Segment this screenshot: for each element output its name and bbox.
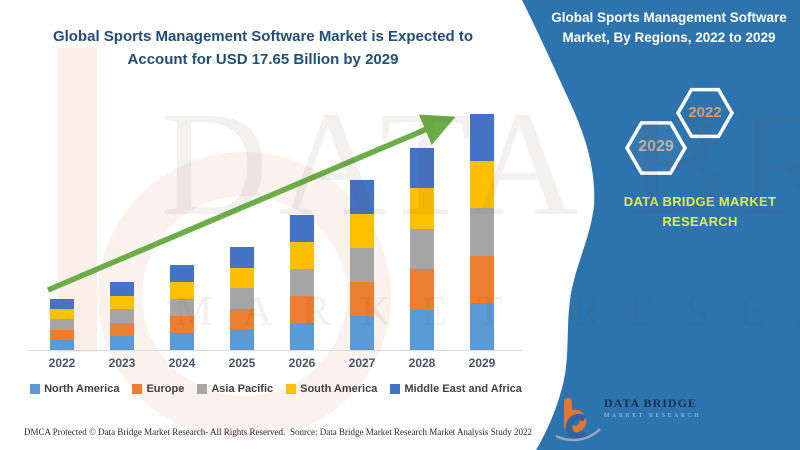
bar-segment bbox=[110, 295, 134, 310]
legend-swatch bbox=[197, 384, 208, 394]
x-axis-label: 2028 bbox=[408, 356, 436, 370]
x-axis-line bbox=[28, 350, 522, 351]
legend-label: Middle East and Africa bbox=[404, 383, 522, 395]
bar-stack-2028 bbox=[410, 148, 434, 350]
bar-segment bbox=[110, 322, 134, 337]
bar-segment bbox=[110, 309, 134, 323]
bar-segment bbox=[50, 339, 74, 350]
bar-segment bbox=[290, 323, 314, 350]
bar-segment bbox=[170, 332, 194, 350]
legend-swatch bbox=[132, 384, 143, 394]
footer-dmca-text: DMCA Protected © Data Bridge Market Rese… bbox=[24, 427, 286, 437]
bar-segment bbox=[170, 298, 194, 316]
bar-segment bbox=[470, 302, 494, 350]
bar-segment bbox=[350, 180, 374, 214]
bar-segment bbox=[230, 329, 254, 350]
bar-segment bbox=[230, 267, 254, 289]
footer-source-text: Source: Data Bridge Market Research Mark… bbox=[290, 427, 532, 437]
bar-segment bbox=[470, 161, 494, 209]
legend-item: Europe bbox=[132, 383, 184, 395]
bar-segment bbox=[410, 228, 434, 270]
bar-stack-2026 bbox=[290, 215, 314, 350]
bar-segment bbox=[350, 282, 374, 316]
bar-segment bbox=[110, 282, 134, 296]
bar-segment bbox=[350, 316, 374, 350]
brand-text: DATA BRIDGE MARKET RESEARCH bbox=[623, 194, 777, 230]
legend-item: South America bbox=[286, 383, 377, 395]
hexagon-2029-label: 2029 bbox=[638, 138, 674, 155]
logo-line1: DATA BRIDGE bbox=[604, 396, 697, 410]
bar-segment bbox=[350, 214, 374, 248]
bar-stack-2023 bbox=[110, 282, 134, 350]
bar-segment bbox=[290, 269, 314, 296]
bar-stack-2025 bbox=[230, 247, 254, 350]
bar-stack-2024 bbox=[170, 264, 194, 350]
hexagon-2029 bbox=[624, 121, 688, 175]
logo-line2: MARKET RESEARCH bbox=[604, 413, 702, 419]
legend-item: Asia Pacific bbox=[197, 383, 273, 395]
dbmr-logo-icon bbox=[555, 398, 601, 442]
bar-segment bbox=[470, 208, 494, 256]
bar-stack-2029 bbox=[470, 114, 494, 350]
x-axis-label: 2024 bbox=[168, 356, 196, 370]
bar-segment bbox=[170, 281, 194, 299]
legend-item: Middle East and Africa bbox=[390, 383, 522, 395]
legend-label: South America bbox=[300, 383, 378, 395]
legend-item: North America bbox=[30, 383, 119, 395]
legend-swatch bbox=[390, 384, 401, 394]
bar-segment bbox=[410, 188, 434, 229]
bar-segment bbox=[290, 215, 314, 242]
chart-title: Global Sports Management Software Market… bbox=[52, 28, 474, 68]
bar-stack-2022 bbox=[50, 299, 74, 350]
panel-heading: Global Sports Management Software Market… bbox=[551, 10, 787, 45]
legend-label: Europe bbox=[146, 383, 185, 395]
legend-swatch bbox=[286, 384, 297, 394]
chart-legend: North America Europe Asia Pacific South Ame… bbox=[30, 383, 522, 395]
bar-segment bbox=[230, 288, 254, 309]
bar-segment bbox=[50, 309, 74, 320]
x-axis-label: 2025 bbox=[228, 356, 256, 370]
bar-segment bbox=[230, 308, 254, 330]
hexagon-2022-label: 2022 bbox=[688, 104, 722, 121]
bar-segment bbox=[110, 336, 134, 350]
bar-segment bbox=[470, 114, 494, 162]
x-axis-label: 2022 bbox=[48, 356, 76, 370]
bar-segment bbox=[170, 264, 194, 282]
bar-segment bbox=[50, 329, 74, 340]
legend-label: North America bbox=[44, 383, 120, 395]
bar-segment bbox=[230, 247, 254, 268]
legend-swatch bbox=[30, 384, 41, 394]
x-axis-label: 2027 bbox=[348, 356, 376, 370]
bar-segment bbox=[50, 299, 74, 310]
hexagon-2022 bbox=[675, 87, 735, 139]
x-axis-label: 2029 bbox=[468, 356, 496, 370]
trend-arrow bbox=[46, 114, 456, 293]
bar-segment bbox=[290, 242, 314, 269]
bar-segment bbox=[410, 148, 434, 189]
dbmr-logo: DATA BRIDGE MARKET RESEARCH bbox=[556, 396, 701, 419]
bar-segment bbox=[290, 296, 314, 323]
bar-segment bbox=[410, 269, 434, 310]
x-axis-label: 2023 bbox=[108, 356, 136, 370]
x-axis-label: 2026 bbox=[288, 356, 316, 370]
bar-segment bbox=[350, 248, 374, 282]
bar-segment bbox=[410, 309, 434, 350]
legend-label: Asia Pacific bbox=[211, 383, 274, 395]
bar-stack-2027 bbox=[350, 180, 374, 350]
bar-segment bbox=[470, 255, 494, 303]
bar-segment bbox=[170, 315, 194, 333]
bar-segment bbox=[50, 319, 74, 330]
